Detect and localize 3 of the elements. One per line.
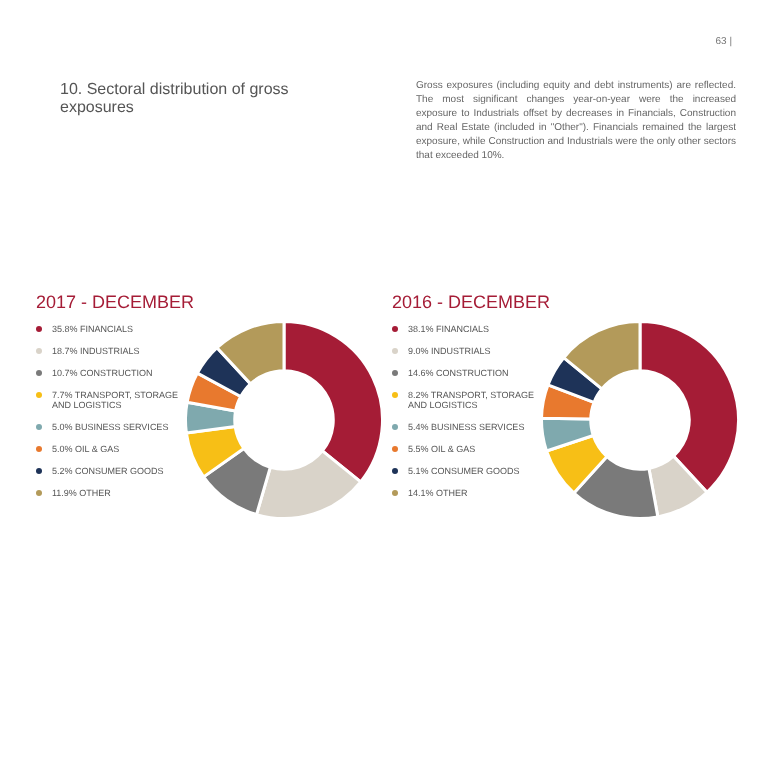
chart-title: 2017 - DECEMBER bbox=[36, 292, 197, 312]
text: 10. Sectoral distribution of gross exposures bbox=[60, 80, 291, 116]
chart-title: 2016 - DECEMBER bbox=[392, 292, 553, 312]
